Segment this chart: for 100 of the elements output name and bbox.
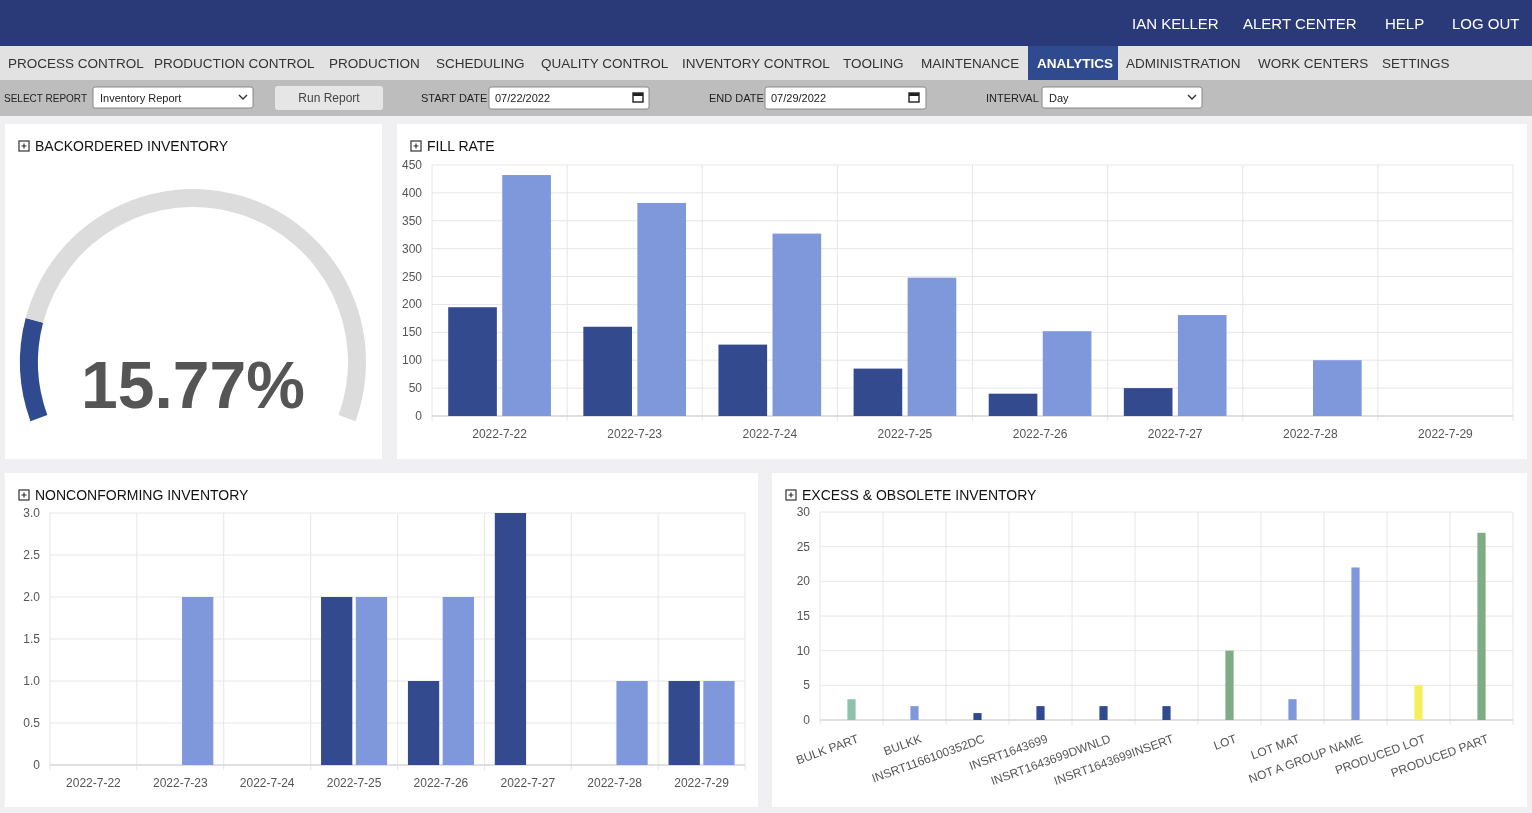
text: IAN KELLER	[1132, 15, 1219, 32]
text: 07/22/2022	[495, 92, 551, 104]
x-tick-label: 2022-7-24	[742, 427, 798, 441]
bar	[1351, 567, 1360, 720]
y-tick-label: 50	[408, 381, 423, 396]
chart-title: EXCESS & OBSOLETE INVENTORY	[802, 487, 1038, 503]
bar	[718, 344, 768, 416]
y-tick-label: 200	[401, 297, 423, 312]
bar	[637, 202, 687, 416]
y-tick-label: 400	[401, 185, 423, 200]
bar	[1162, 706, 1171, 720]
y-tick-label: 0	[803, 713, 811, 727]
text: START DATE	[421, 92, 488, 104]
y-tick-label: 10	[796, 643, 811, 658]
text: ALERT CENTER	[1243, 15, 1357, 32]
text: SCHEDULING	[436, 56, 525, 71]
x-tick-label: 2022-7-24	[239, 776, 295, 790]
chart-title: FILL RATE	[427, 138, 495, 154]
y-tick-label: 300	[401, 241, 423, 256]
y-tick-label: 0	[415, 409, 423, 423]
bar	[1288, 699, 1297, 720]
text: 07/29/2022	[771, 92, 827, 104]
x-tick-label: 2022-7-25	[326, 776, 382, 790]
text: PRODUCTION CONTROL	[154, 56, 315, 71]
chart-title: NONCONFORMING INVENTORY	[35, 487, 250, 503]
x-tick-label: 2022-7-23	[607, 427, 663, 441]
bar	[772, 233, 822, 416]
text: 15.77%	[81, 348, 305, 422]
x-tick-label: 2022-7-29	[1418, 427, 1474, 441]
bar	[847, 699, 856, 720]
bar	[973, 713, 982, 720]
bar	[1099, 706, 1108, 720]
text: Day	[1049, 92, 1070, 104]
x-tick-label: 2022-7-26	[413, 776, 469, 790]
y-tick-label: 2.0	[23, 590, 41, 604]
text: LOG OUT	[1452, 15, 1520, 32]
y-tick-label: 30	[796, 505, 811, 519]
bar	[1414, 685, 1423, 720]
bar	[910, 706, 919, 720]
text: HELP	[1385, 15, 1425, 32]
text: Run Report	[298, 91, 361, 105]
x-tick-label: BULK PART	[794, 731, 862, 768]
bar	[494, 513, 527, 765]
x-tick-label: 2022-7-26	[1012, 427, 1068, 441]
y-tick-label: 150	[401, 325, 423, 340]
y-tick-label: 0	[33, 758, 41, 772]
text: WORK CENTERS	[1258, 56, 1369, 71]
bar	[907, 277, 957, 416]
y-tick-label: 25	[796, 539, 811, 554]
bar	[1225, 650, 1234, 720]
x-tick-label: 2022-7-29	[674, 776, 730, 790]
text: QUALITY CONTROL	[541, 56, 669, 71]
x-tick-label: 2022-7-22	[472, 427, 528, 441]
bar	[321, 597, 353, 765]
text: INVENTORY CONTROL	[682, 56, 831, 71]
bar	[703, 681, 735, 765]
bar	[1123, 388, 1173, 416]
text: SETTINGS	[1382, 56, 1450, 71]
bar	[668, 681, 700, 765]
bar	[988, 393, 1038, 416]
text: END DATE	[709, 92, 764, 104]
bar	[1177, 315, 1227, 416]
x-tick-label: 2022-7-22	[66, 776, 122, 790]
y-tick-label: 250	[401, 269, 423, 284]
y-tick-label: 450	[401, 158, 423, 172]
bar	[502, 175, 551, 416]
text: INTERVAL	[986, 92, 1039, 104]
text: Inventory Report	[100, 92, 182, 104]
y-tick-label: 15	[796, 609, 811, 623]
bar	[1042, 331, 1092, 416]
bar	[1313, 360, 1362, 416]
bar	[355, 597, 388, 765]
x-tick-label: 2022-7-23	[152, 776, 208, 790]
y-tick-label: 0.5	[23, 716, 41, 730]
y-tick-label: 1.0	[23, 674, 41, 688]
bar	[616, 681, 648, 765]
bar	[448, 307, 497, 416]
y-tick-label: 350	[401, 213, 423, 228]
text: ADMINISTRATION	[1126, 56, 1241, 71]
text: SELECT REPORT	[4, 93, 87, 104]
y-tick-label: 20	[796, 574, 811, 589]
x-tick-label: 2022-7-28	[587, 776, 643, 790]
chart-title: BACKORDERED INVENTORY	[35, 138, 229, 154]
y-tick-label: 3.0	[23, 506, 41, 520]
y-tick-label: 5	[803, 678, 811, 693]
x-tick-label: 2022-7-28	[1282, 427, 1338, 441]
bar	[853, 368, 903, 416]
x-tick-label: LOT	[1211, 731, 1240, 753]
x-tick-label: 2022-7-27	[1147, 427, 1203, 441]
text: TOOLING	[843, 56, 904, 71]
bar	[182, 597, 214, 765]
text: PRODUCTION	[329, 56, 420, 71]
text: PROCESS CONTROL	[8, 56, 145, 71]
bar	[1036, 706, 1045, 720]
text: MAINTENANCE	[921, 56, 1020, 71]
y-tick-label: 1.5	[23, 632, 41, 646]
bar	[1477, 532, 1486, 720]
bar	[407, 681, 440, 765]
text: ANALYTICS	[1037, 56, 1114, 71]
bar	[442, 597, 474, 765]
